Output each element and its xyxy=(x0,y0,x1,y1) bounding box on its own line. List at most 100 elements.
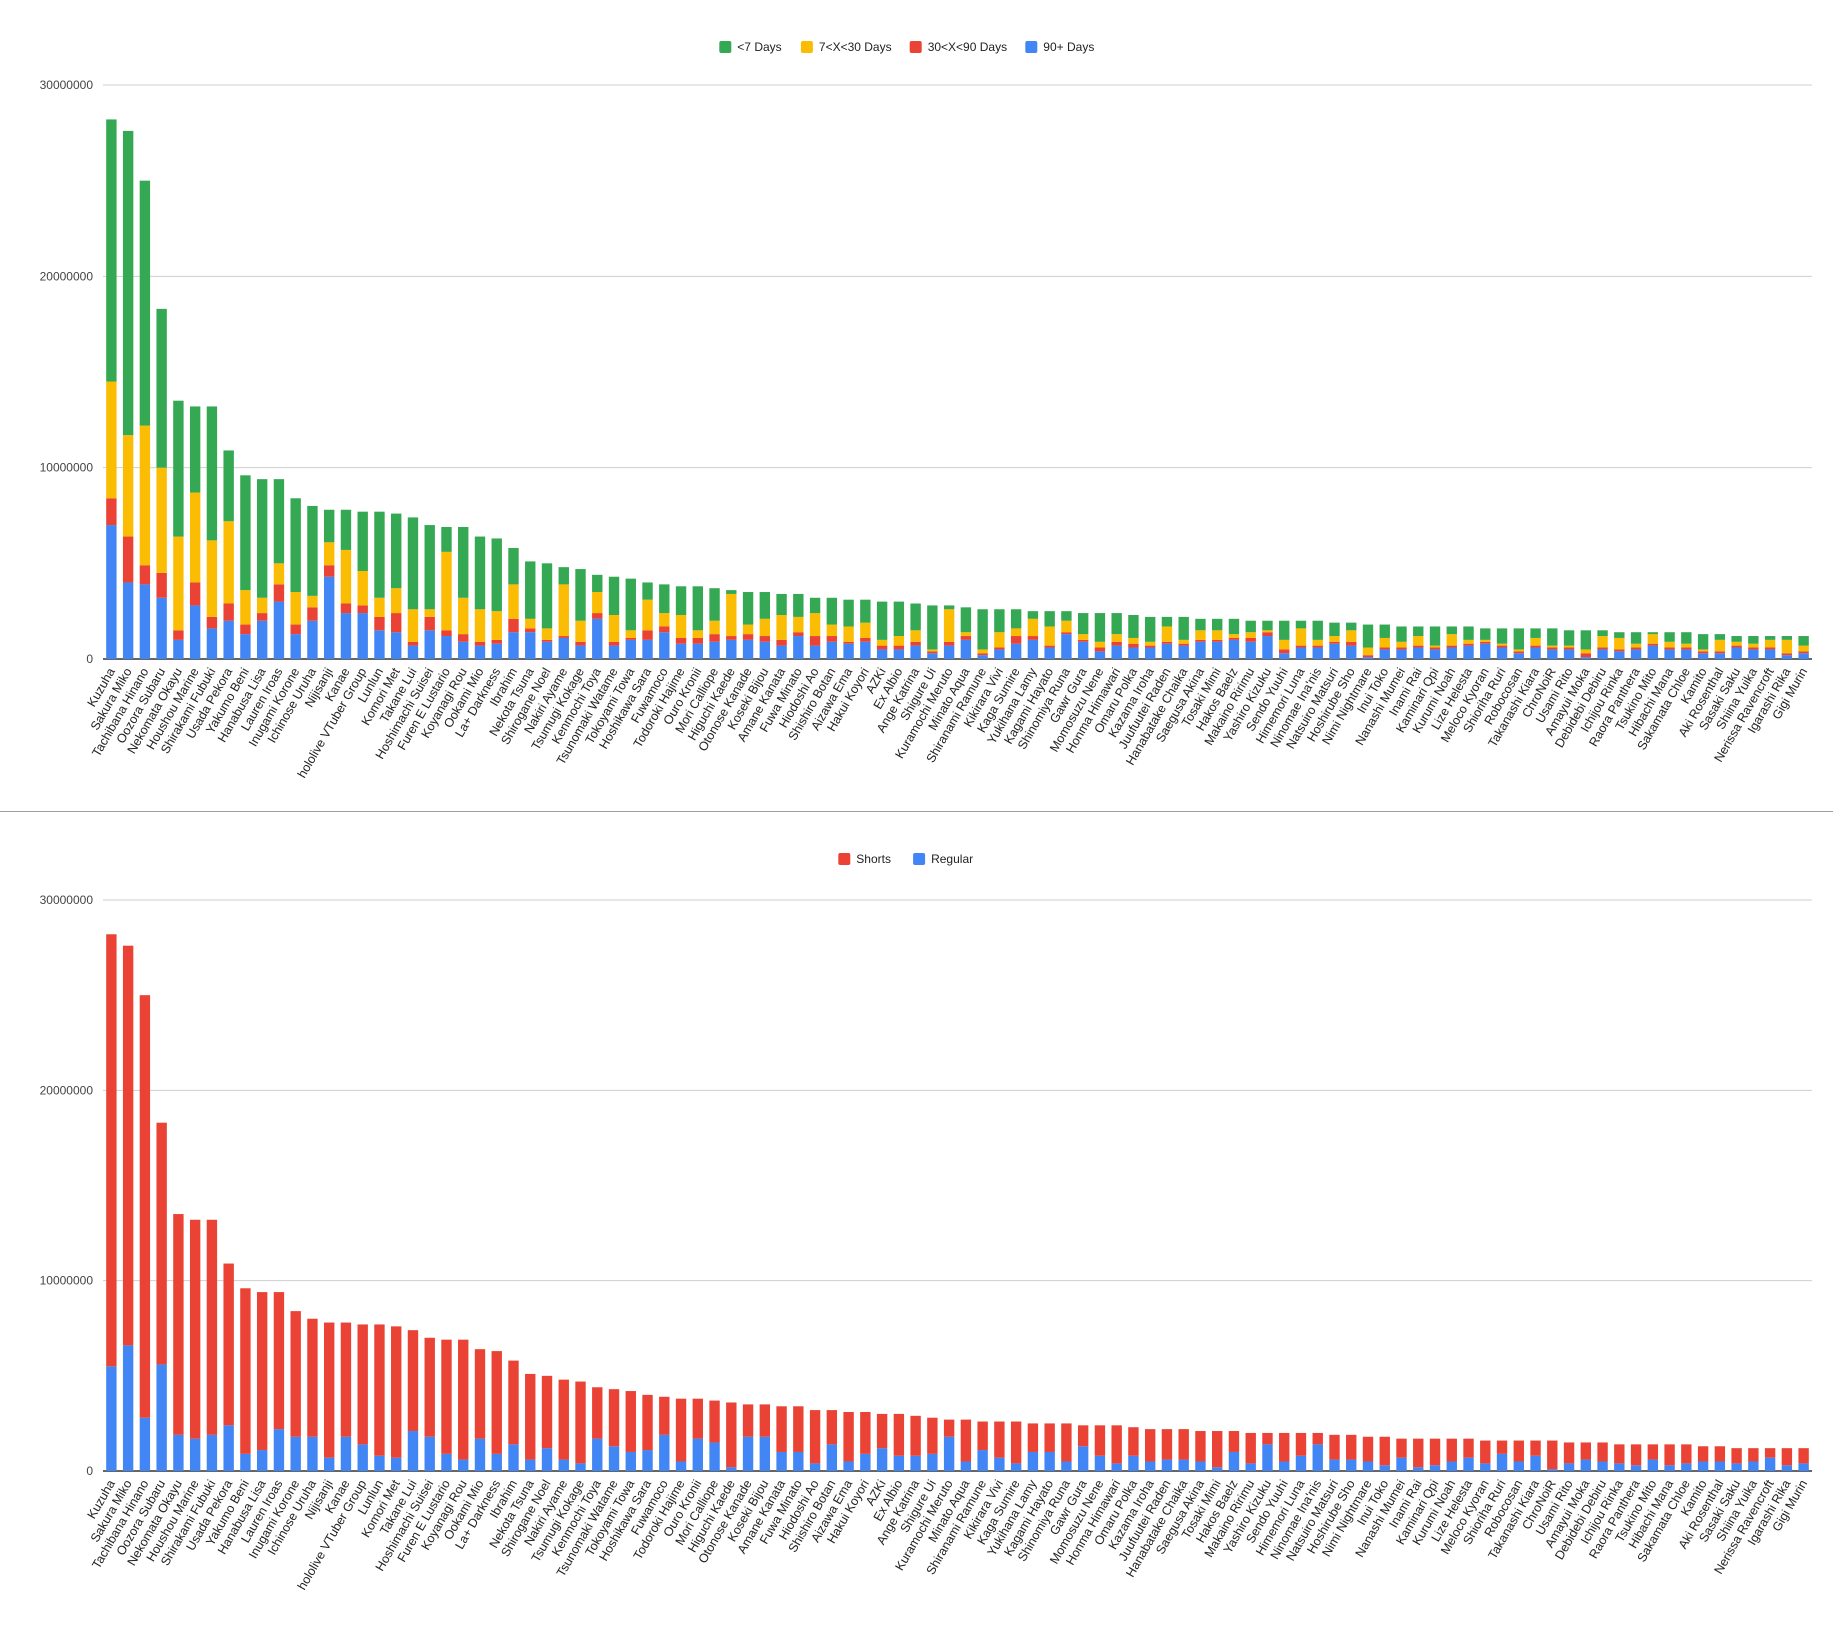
bar-segment xyxy=(1312,1432,1323,1445)
y-tick-label: 30000000 xyxy=(40,893,94,907)
bar-segment xyxy=(1480,1463,1491,1471)
legend-label: Shorts xyxy=(856,852,891,866)
bar-segment xyxy=(508,1360,519,1445)
bar-segment xyxy=(1496,628,1508,644)
bar-segment xyxy=(508,1444,519,1471)
bar-segment xyxy=(424,609,435,617)
bar-segment xyxy=(1077,639,1089,642)
bar-segment xyxy=(407,1431,419,1471)
bar-segment xyxy=(625,1391,636,1452)
bar-segment xyxy=(1295,1455,1307,1471)
bar-segment xyxy=(1563,647,1575,650)
bar-segment xyxy=(1295,1432,1307,1456)
bar-segment xyxy=(1379,1465,1390,1471)
bar-segment xyxy=(1530,1455,1541,1471)
bar-segment xyxy=(1413,626,1424,637)
bar-segment xyxy=(1295,628,1307,646)
bar-segment xyxy=(1329,641,1340,644)
bar-segment xyxy=(759,618,771,637)
bar-segment xyxy=(726,590,737,594)
bar-segment xyxy=(1044,645,1055,648)
bar-segment xyxy=(206,406,218,541)
bar-segment xyxy=(290,1436,301,1471)
bar-segment xyxy=(1480,1440,1491,1464)
y-tick-label: 0 xyxy=(86,1464,93,1478)
bar-segment xyxy=(541,641,553,659)
bar-segment xyxy=(1329,622,1340,637)
bar-segment xyxy=(1547,1440,1558,1470)
bar-segment xyxy=(1111,641,1122,646)
bar-segment xyxy=(1077,613,1089,635)
bar-segment xyxy=(1312,1444,1323,1471)
bar-segment xyxy=(1128,647,1139,659)
bar-segment xyxy=(106,498,117,526)
bar-segment xyxy=(1044,1423,1055,1452)
bar-segment xyxy=(357,605,368,614)
bar-segment xyxy=(1010,1463,1022,1471)
bar-segment xyxy=(1161,641,1173,644)
bar-segment xyxy=(742,639,754,659)
bar-segment xyxy=(357,570,368,606)
bar-segment xyxy=(122,582,134,659)
bar-segment xyxy=(1731,636,1742,642)
bar-segment xyxy=(776,1451,787,1471)
bar-segment xyxy=(776,614,787,640)
bar-segment xyxy=(508,632,519,659)
bar-segment xyxy=(608,576,620,615)
bar-segment xyxy=(843,626,854,642)
bar-segment xyxy=(1480,641,1491,644)
bar-segment xyxy=(1362,1461,1374,1471)
bar-segment xyxy=(357,1444,368,1471)
bar-segment xyxy=(1245,637,1256,642)
bar-segment xyxy=(424,630,435,659)
bar-segment xyxy=(1128,1455,1139,1471)
bar-segment xyxy=(541,1375,553,1449)
bar-segment xyxy=(474,645,486,659)
bar-segment xyxy=(173,630,184,640)
bar-segment xyxy=(1480,628,1491,640)
legend-swatch xyxy=(838,853,851,865)
bar-segment xyxy=(1798,1448,1809,1464)
bar-segment xyxy=(307,620,318,659)
bar-segment xyxy=(1094,651,1106,659)
bar-segment xyxy=(1563,649,1575,659)
bar-segment xyxy=(474,536,486,610)
bar-segment xyxy=(1228,639,1240,659)
bar-segment xyxy=(156,1364,167,1471)
bar-segment xyxy=(1144,616,1156,642)
bar-segment xyxy=(893,649,905,659)
bar-segment xyxy=(860,637,871,642)
bar-segment xyxy=(273,601,285,659)
bar-segment xyxy=(1446,645,1457,648)
bar-segment xyxy=(675,643,687,659)
bar-segment xyxy=(793,593,804,617)
bar-segment xyxy=(776,593,787,615)
bar-segment xyxy=(1094,1455,1106,1471)
bar-segment xyxy=(1446,647,1457,659)
bar-segment xyxy=(508,584,519,619)
bar-segment xyxy=(1547,647,1558,650)
bar-segment xyxy=(1161,1459,1173,1471)
bar-segment xyxy=(994,1457,1005,1471)
bar-segment xyxy=(642,1394,653,1451)
bar-segment xyxy=(1094,641,1106,648)
bar-segment xyxy=(1697,651,1709,654)
bar-segment xyxy=(592,1387,603,1439)
bar-segment xyxy=(1312,647,1323,659)
bar-segment xyxy=(860,599,871,623)
bar-segment xyxy=(1496,643,1508,646)
bar-segment xyxy=(374,630,385,659)
bar-segment xyxy=(659,1396,670,1435)
bar-segment xyxy=(1061,611,1072,621)
bar-segment xyxy=(1228,1431,1240,1452)
bar-segment xyxy=(1664,1444,1675,1466)
bar-segment xyxy=(424,525,435,610)
bar-segment xyxy=(189,406,201,493)
bar-segment xyxy=(391,613,402,633)
bar-segment xyxy=(1513,628,1524,650)
legend-label: <7 Days xyxy=(737,40,781,54)
bar-segment xyxy=(206,616,218,629)
bar-segment xyxy=(1480,643,1491,659)
bar-segment xyxy=(1178,1459,1189,1471)
bar-segment xyxy=(759,1404,771,1437)
